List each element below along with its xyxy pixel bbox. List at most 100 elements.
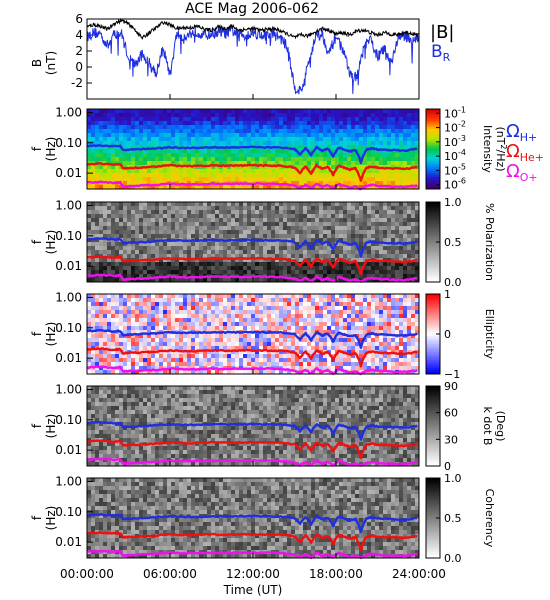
heatmap-cell: [227, 346, 232, 351]
heatmap-cell: [307, 270, 312, 275]
heatmap-cell: [307, 254, 312, 259]
heatmap-cell: [199, 149, 204, 154]
heatmap-cell: [215, 137, 220, 142]
heatmap-cell: [151, 238, 156, 243]
heatmap-cell: [407, 153, 412, 158]
heatmap-cell: [363, 117, 368, 122]
heatmap-cell: [335, 129, 340, 134]
heatmap-cell: [123, 354, 128, 359]
heatmap-cell: [291, 298, 296, 303]
heatmap-cell: [199, 362, 204, 367]
heatmap-cell: [311, 125, 316, 130]
heatmap-cell: [279, 294, 284, 299]
heatmap-cell: [187, 121, 192, 126]
b-axis-label: B: [30, 59, 44, 67]
heatmap-cell: [335, 246, 340, 251]
heatmap-cell: [175, 117, 180, 122]
heatmap-cell: [271, 202, 276, 207]
heatmap-cell: [323, 250, 328, 255]
heatmap-cell: [255, 157, 260, 162]
heatmap-cell: [191, 318, 196, 323]
heatmap-cell: [131, 346, 136, 351]
heatmap-cell: [191, 262, 196, 267]
heatmap-cell: [267, 250, 272, 255]
heatmap-cell: [119, 153, 124, 158]
heatmap-cell: [155, 169, 160, 174]
heatmap-cell: [167, 206, 172, 211]
heatmap-cell: [403, 250, 408, 255]
heatmap-cell: [91, 362, 96, 367]
heatmap-cell: [343, 169, 348, 174]
heatmap-cell: [271, 117, 276, 122]
heatmap-cell: [119, 173, 124, 178]
heatmap-cell: [363, 177, 368, 182]
heatmap-cell: [151, 117, 156, 122]
heatmap-cell: [163, 206, 168, 211]
heatmap-cell: [159, 113, 164, 118]
heatmap-cell: [303, 266, 308, 271]
heatmap-cell: [111, 346, 116, 351]
heatmap-cell: [267, 137, 272, 142]
heatmap-cell: [171, 214, 176, 219]
heatmap-cell: [263, 121, 268, 126]
heatmap-cell: [283, 222, 288, 227]
heatmap-cell: [387, 254, 392, 259]
heatmap-cell: [179, 342, 184, 347]
heatmap-cell: [395, 117, 400, 122]
heatmap-cell: [263, 214, 268, 219]
colorbar-step: [426, 141, 440, 144]
heatmap-cell: [219, 206, 224, 211]
heatmap-cell: [87, 149, 92, 154]
heatmap-cell: [391, 338, 396, 343]
heatmap-cell: [399, 306, 404, 311]
heatmap-cell: [131, 330, 136, 335]
heatmap-cell: [115, 242, 120, 247]
heatmap-cell: [87, 262, 92, 267]
heatmap-cell: [371, 274, 376, 279]
heatmap-cell: [335, 238, 340, 243]
colorbar-step: [426, 117, 440, 120]
heatmap-cell: [119, 218, 124, 223]
heatmap-cell: [275, 326, 280, 331]
heatmap-cell: [415, 214, 420, 219]
heatmap-cell: [103, 322, 108, 327]
heatmap-cell: [215, 133, 220, 138]
heatmap-cell: [335, 234, 340, 239]
heatmap-cell: [159, 262, 164, 267]
heatmap-cell: [407, 210, 412, 215]
heatmap-cell: [411, 246, 416, 251]
heatmap-cell: [271, 234, 276, 239]
heatmap-cell: [179, 358, 184, 363]
heatmap-cell: [287, 214, 292, 219]
heatmap-cell: [143, 338, 148, 343]
heatmap-cell: [203, 326, 208, 331]
heatmap-cell: [387, 129, 392, 134]
heatmap-cell: [307, 145, 312, 150]
heatmap-cell: [367, 125, 372, 130]
heatmap-cell: [351, 338, 356, 343]
heatmap-cell: [135, 117, 140, 122]
heatmap-cell: [383, 210, 388, 215]
heatmap-cell: [275, 302, 280, 307]
heatmap-cell: [351, 214, 356, 219]
heatmap-cell: [219, 113, 224, 118]
heatmap-cell: [323, 206, 328, 211]
heatmap-cell: [195, 278, 200, 283]
heatmap-cell: [359, 141, 364, 146]
heatmap-cell: [287, 318, 292, 323]
colorbar-step: [426, 135, 440, 138]
heatmap-cell: [243, 157, 248, 162]
heatmap-cell: [311, 330, 316, 335]
heatmap-cell: [311, 137, 316, 142]
heatmap-cell: [215, 306, 220, 311]
heatmap-cell: [327, 161, 332, 166]
heatmap-cell: [319, 266, 324, 271]
heatmap-cell: [147, 262, 152, 267]
heatmap-cell: [207, 121, 212, 126]
colorbar-step: [426, 179, 440, 182]
heatmap-cell: [299, 210, 304, 215]
heatmap-cell: [371, 294, 376, 299]
heatmap-cell: [267, 206, 272, 211]
heatmap-cell: [115, 169, 120, 174]
heatmap-cell: [143, 153, 148, 158]
